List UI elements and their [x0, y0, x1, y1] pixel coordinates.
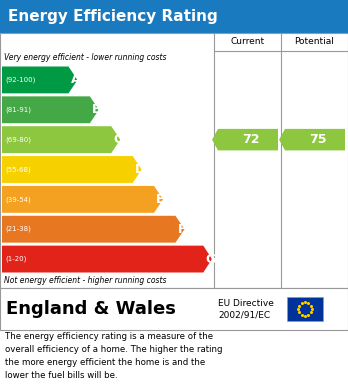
- Polygon shape: [2, 216, 184, 243]
- Polygon shape: [2, 246, 212, 273]
- Text: Current: Current: [230, 38, 264, 47]
- Text: Very energy efficient - lower running costs: Very energy efficient - lower running co…: [4, 53, 166, 62]
- Text: A: A: [71, 74, 80, 86]
- Polygon shape: [2, 96, 99, 123]
- Text: (1-20): (1-20): [5, 256, 26, 262]
- Text: (39-54): (39-54): [5, 196, 31, 203]
- Polygon shape: [2, 186, 163, 213]
- Text: (55-68): (55-68): [5, 166, 31, 173]
- Text: EU Directive
2002/91/EC: EU Directive 2002/91/EC: [218, 299, 274, 319]
- Text: (92-100): (92-100): [5, 77, 35, 83]
- Text: C: C: [113, 133, 122, 146]
- Bar: [0, 33, 348, 288]
- Bar: [0, 288, 348, 330]
- Text: F: F: [177, 223, 186, 236]
- Text: (69-80): (69-80): [5, 136, 31, 143]
- Polygon shape: [2, 66, 78, 93]
- Text: E: E: [156, 193, 165, 206]
- Bar: [287, 297, 323, 321]
- Text: (21-38): (21-38): [5, 226, 31, 233]
- Text: D: D: [135, 163, 145, 176]
- Text: England & Wales: England & Wales: [6, 300, 176, 318]
- Polygon shape: [2, 126, 120, 153]
- Text: Potential: Potential: [294, 38, 334, 47]
- Text: Energy Efficiency Rating: Energy Efficiency Rating: [8, 9, 218, 24]
- Text: B: B: [92, 103, 101, 116]
- Polygon shape: [2, 156, 142, 183]
- Polygon shape: [279, 129, 345, 151]
- Text: (81-91): (81-91): [5, 106, 31, 113]
- Polygon shape: [212, 129, 278, 151]
- Text: 75: 75: [309, 133, 326, 146]
- Text: 72: 72: [242, 133, 259, 146]
- Text: The energy efficiency rating is a measure of the
overall efficiency of a home. T: The energy efficiency rating is a measur…: [5, 332, 222, 380]
- Bar: [0, 0, 348, 33]
- Text: G: G: [205, 253, 215, 265]
- Text: Not energy efficient - higher running costs: Not energy efficient - higher running co…: [4, 276, 166, 285]
